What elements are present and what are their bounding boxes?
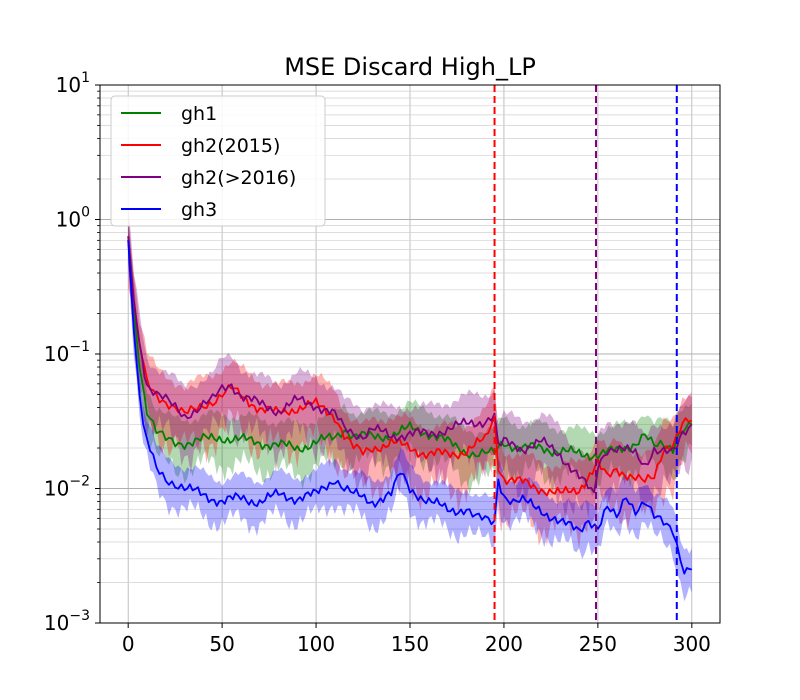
legend: gh1 gh2(2015) gh2(>2016) gh3 — [110, 95, 326, 227]
x-tick-label: 200 — [485, 632, 523, 656]
chart-title: MSE Discard High_LP — [284, 53, 536, 81]
band-gh1 — [128, 215, 692, 497]
legend-label-gh2(>2016): gh2(>2016) — [181, 167, 296, 189]
x-tick-label: 100 — [297, 632, 335, 656]
legend-box — [110, 95, 326, 227]
x-tick-label: 0 — [122, 632, 135, 656]
legend-label-gh3: gh3 — [181, 199, 217, 221]
vertical-reference-lines — [493, 85, 678, 623]
line-gh1 — [127, 240, 693, 461]
x-tick-label: 50 — [209, 632, 234, 656]
legend-label-gh2(2015): gh2(2015) — [181, 135, 280, 157]
x-tick-label: 150 — [391, 632, 429, 656]
line-gh3 — [127, 240, 692, 575]
x-axis-ticks: 0 50 100 150 200 250 300 — [122, 623, 711, 656]
legend-label-gh1: gh1 — [181, 103, 217, 125]
y-tick-label: 10−3 — [44, 608, 90, 635]
line-gh2(2015) — [127, 236, 693, 497]
x-tick-label: 300 — [673, 632, 711, 656]
series-lines — [127, 236, 693, 575]
x-tick-label: 250 — [579, 632, 617, 656]
line-gh2(>2016) — [127, 236, 693, 494]
band-gh3 — [128, 222, 692, 602]
